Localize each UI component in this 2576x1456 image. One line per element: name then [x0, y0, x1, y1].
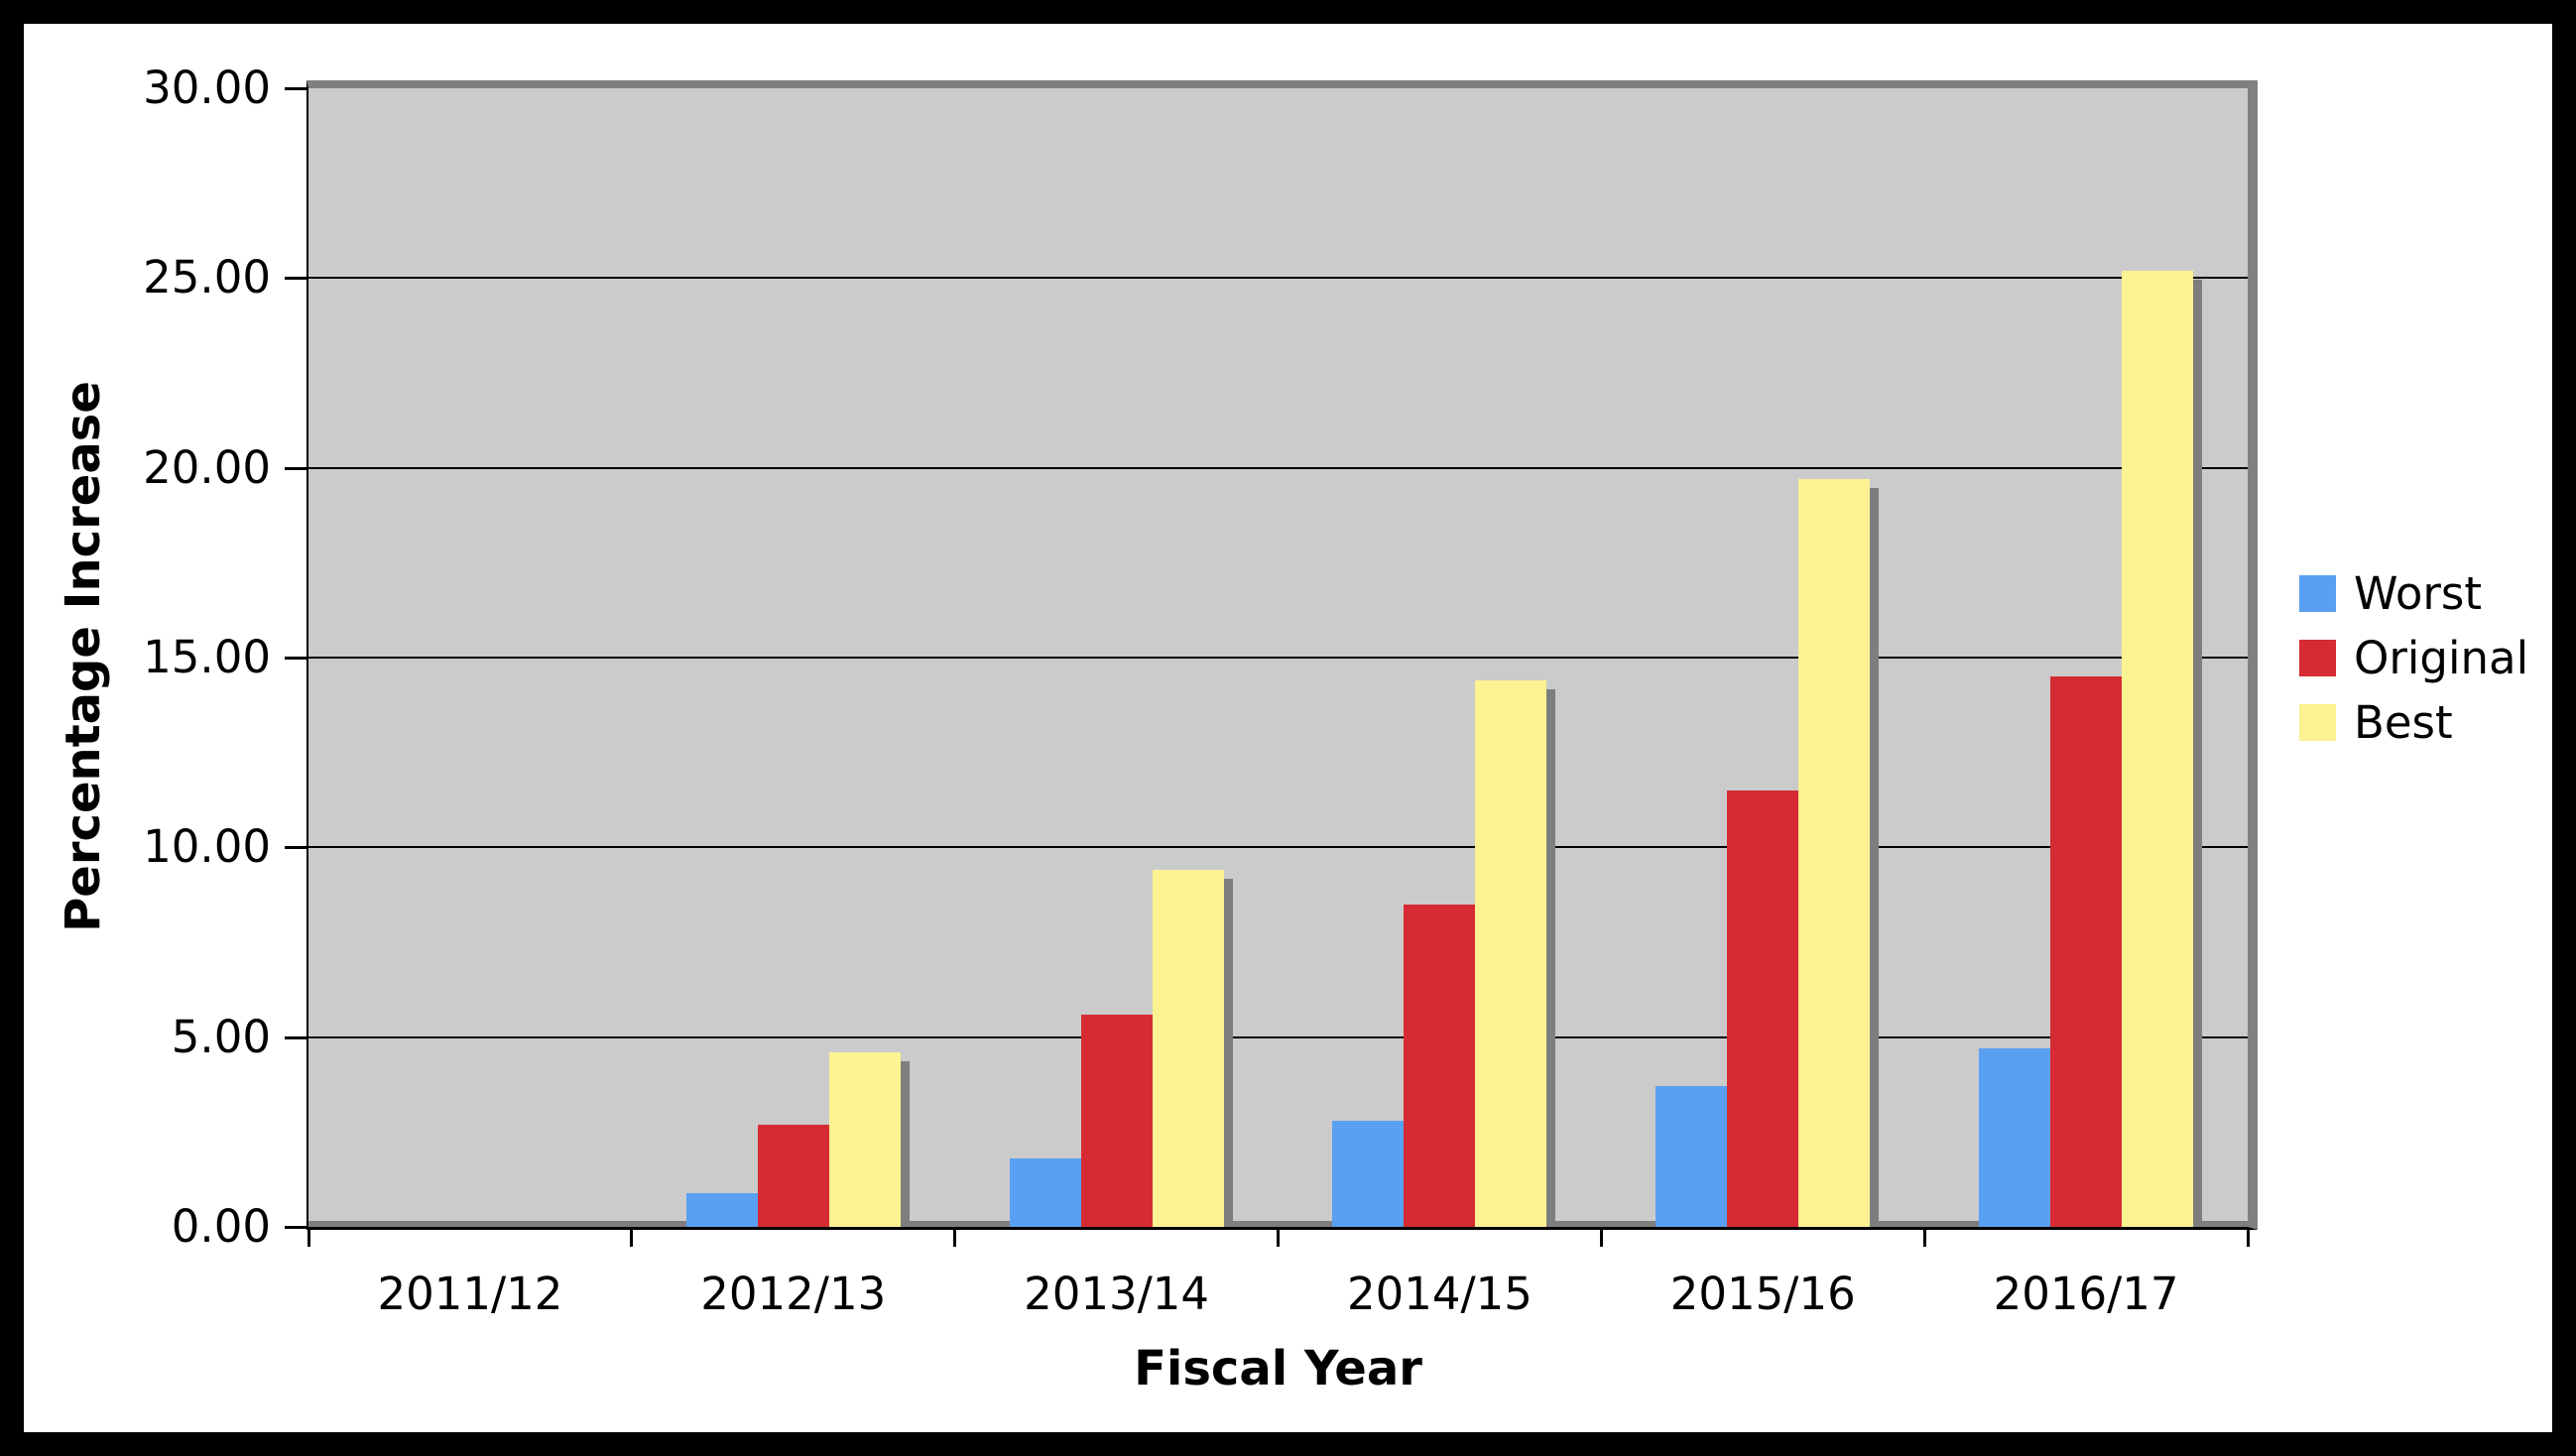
- bar-worst-2016-17: [1979, 1048, 2051, 1227]
- bar-original-2015-16: [1727, 789, 1799, 1227]
- baseline-shadow-band: [308, 1221, 2248, 1227]
- legend-label-original: Original: [2354, 632, 2529, 684]
- y-tick-label: 0.00: [171, 1200, 271, 1253]
- category-label-2014-15: 2014/15: [1346, 1268, 1533, 1320]
- bar-worst-2014-15: [1332, 1120, 1405, 1227]
- bar-best-2015-16: [1798, 479, 1871, 1227]
- category-label-2012-13: 2012/13: [700, 1268, 887, 1320]
- bar-group-2014-15: [1279, 88, 1602, 1227]
- bar-original-2014-15: [1404, 904, 1476, 1227]
- legend: Worst Original Best: [2299, 567, 2528, 769]
- gridline: [308, 657, 2248, 659]
- y-tick-mark: [285, 1226, 307, 1229]
- bar-best-2012-13: [828, 1051, 901, 1227]
- y-tick-mark: [285, 466, 307, 470]
- legend-item-best: Best: [2299, 696, 2528, 749]
- x-tick-mark: [630, 1230, 634, 1247]
- bar-best-2014-15: [1475, 679, 1547, 1227]
- bar-original-2012-13: [757, 1124, 829, 1227]
- y-tick-mark: [285, 846, 307, 850]
- x-tick-mark: [1599, 1230, 1603, 1247]
- bar-worst-2015-16: [1656, 1086, 1728, 1227]
- bar-group-2011-12: [308, 88, 632, 1227]
- y-tick-mark: [285, 1035, 307, 1039]
- plot-area: [307, 80, 2258, 1230]
- bar-worst-2013-14: [1009, 1158, 1081, 1227]
- legend-label-worst: Worst: [2354, 567, 2482, 620]
- legend-item-original: Original: [2299, 632, 2528, 684]
- gridline: [308, 1035, 2248, 1038]
- plot-inner: [308, 88, 2248, 1227]
- bar-group-2015-16: [1601, 88, 1924, 1227]
- bar-group-2012-13: [632, 88, 955, 1227]
- gridline: [308, 277, 2248, 280]
- bar-best-2016-17: [2122, 270, 2194, 1227]
- y-tick-label: 15.00: [143, 631, 271, 683]
- gridline: [308, 466, 2248, 469]
- bar-worst-2012-13: [685, 1192, 758, 1227]
- legend-swatch-best: [2299, 704, 2336, 741]
- category-label-2013-14: 2013/14: [1024, 1268, 1210, 1320]
- legend-swatch-worst: [2299, 575, 2336, 612]
- bar-original-2016-17: [2050, 676, 2123, 1227]
- legend-label-best: Best: [2354, 696, 2453, 749]
- y-tick-label: 25.00: [143, 251, 271, 304]
- x-tick-mark: [1922, 1230, 1926, 1247]
- y-tick-mark: [285, 87, 307, 90]
- bar-original-2013-14: [1080, 1014, 1153, 1227]
- legend-swatch-original: [2299, 640, 2336, 676]
- y-tick-label: 10.00: [143, 820, 271, 874]
- x-tick-mark: [1277, 1230, 1280, 1247]
- x-tick-mark: [2246, 1230, 2250, 1247]
- y-tick-mark: [285, 277, 307, 281]
- category-label-2016-17: 2016/17: [1993, 1268, 2179, 1320]
- legend-item-worst: Worst: [2299, 567, 2528, 620]
- y-tick-label: 5.00: [171, 1010, 271, 1063]
- bar-best-2013-14: [1152, 870, 1224, 1227]
- bar-group-2013-14: [955, 88, 1279, 1227]
- y-tick-label: 20.00: [143, 440, 271, 494]
- x-tick-mark: [953, 1230, 957, 1247]
- gridline: [308, 846, 2248, 849]
- y-tick-label: 30.00: [143, 61, 271, 114]
- x-axis-title: Fiscal Year: [1134, 1341, 1422, 1396]
- bar-group-2016-17: [1924, 88, 2248, 1227]
- y-tick-mark: [285, 657, 307, 660]
- category-label-2015-16: 2015/16: [1669, 1268, 1856, 1320]
- x-tick-mark: [307, 1230, 310, 1247]
- category-label-2011-12: 2011/12: [377, 1268, 563, 1320]
